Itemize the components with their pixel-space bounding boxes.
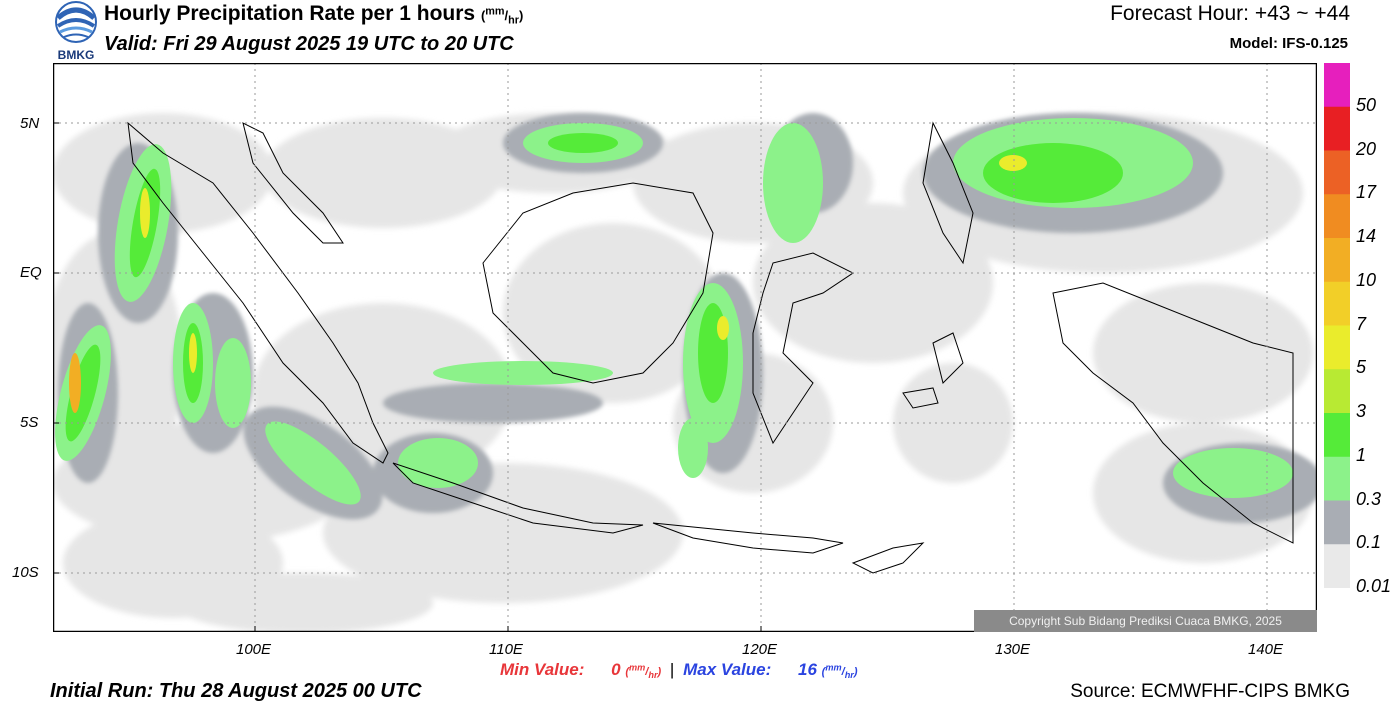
title-unit-hr: hr xyxy=(508,14,520,27)
colorbar-swatch xyxy=(1324,369,1350,414)
bmkg-logo: BMKG xyxy=(55,1,97,62)
colorbar-label: 0.01 xyxy=(1356,576,1392,596)
colorbar xyxy=(1324,63,1350,588)
colorbar-label: 50 xyxy=(1356,94,1377,115)
lon-label-130e: 130E xyxy=(995,641,1031,658)
grid-lines xyxy=(53,63,1317,632)
max-unit: (mm/hr) xyxy=(821,662,858,681)
initial-run: Initial Run: Thu 28 August 2025 00 UTC xyxy=(50,680,422,702)
lat-label-5s: 5S xyxy=(20,414,39,431)
valid-time: Valid: Fri 29 August 2025 19 UTC to 20 U… xyxy=(104,33,514,55)
lon-label-110e: 110E xyxy=(489,641,523,658)
max-unit-hr: hr xyxy=(844,670,854,681)
colorbar-swatch xyxy=(1324,413,1350,458)
colorbar-label: 0.1 xyxy=(1356,532,1382,553)
min-max-values: Min Value: 0 (mm/hr) | Max Value: 16 (mm… xyxy=(500,660,858,680)
map-frame xyxy=(53,63,1317,632)
title-unit: (mm/hr) xyxy=(480,5,524,27)
colorbar-swatch xyxy=(1324,544,1350,588)
max-unit-mm: mm xyxy=(825,662,842,673)
colorbar-swatch xyxy=(1324,325,1350,370)
min-label: Min Value: xyxy=(500,660,585,679)
forecast-hour: Forecast Hour: +43 ~ +44 xyxy=(1110,2,1350,25)
colorbar-swatch xyxy=(1324,281,1350,326)
copyright-label: Copyright Sub Bidang Prediksi Cuaca BMKG… xyxy=(974,610,1317,632)
precipitation-map xyxy=(53,63,1317,632)
colorbar-label: 20 xyxy=(1356,138,1377,159)
lon-label-140e: 140E xyxy=(1248,641,1284,658)
colorbar-swatch xyxy=(1324,238,1350,283)
colorbar-swatch xyxy=(1324,194,1350,239)
lon-label-120e: 120E xyxy=(742,641,778,658)
colorbar-label: 1 xyxy=(1356,444,1367,465)
min-unit-hr: hr xyxy=(648,670,658,681)
min-unit-mm: mm xyxy=(629,662,646,673)
lon-label-100e: 100E xyxy=(236,641,272,658)
colorbar-swatch xyxy=(1324,500,1350,545)
max-value: 16 xyxy=(798,660,817,679)
colorbar-label: 14 xyxy=(1356,226,1377,246)
lat-label-5n: 5N xyxy=(20,115,40,132)
max-label: Max Value: xyxy=(683,660,772,679)
value-separator: | xyxy=(669,660,675,679)
lat-label-10s: 10S xyxy=(12,564,39,581)
coastlines xyxy=(127,121,1294,574)
colorbar-label: 5 xyxy=(1356,357,1367,378)
colorbar-label: 7 xyxy=(1356,313,1367,334)
model-name: Model: IFS-0.125 xyxy=(1229,35,1348,52)
colorbar-label: 10 xyxy=(1356,269,1377,290)
min-unit: (mm/hr) xyxy=(625,662,662,681)
lat-label-eq: EQ xyxy=(20,264,42,281)
title-unit-mm: mm xyxy=(485,5,505,18)
colorbar-swatch xyxy=(1324,456,1350,501)
logo-text: BMKG xyxy=(58,48,95,62)
chart-title: Hourly Precipitation Rate per 1 hours (m… xyxy=(104,2,523,27)
colorbar-swatch xyxy=(1324,106,1350,151)
title-text: Hourly Precipitation Rate per 1 hours xyxy=(104,2,476,25)
colorbar-label: 3 xyxy=(1356,401,1367,421)
colorbar-swatch xyxy=(1324,63,1350,108)
colorbar-label: 17 xyxy=(1356,182,1377,203)
colorbar-swatch xyxy=(1324,150,1350,195)
precip-layer-cores xyxy=(69,155,1027,413)
colorbar-label: 0.3 xyxy=(1356,488,1382,509)
min-value: 0 xyxy=(611,660,621,679)
data-source: Source: ECMWFHF-CIPS BMKG xyxy=(1070,681,1350,702)
